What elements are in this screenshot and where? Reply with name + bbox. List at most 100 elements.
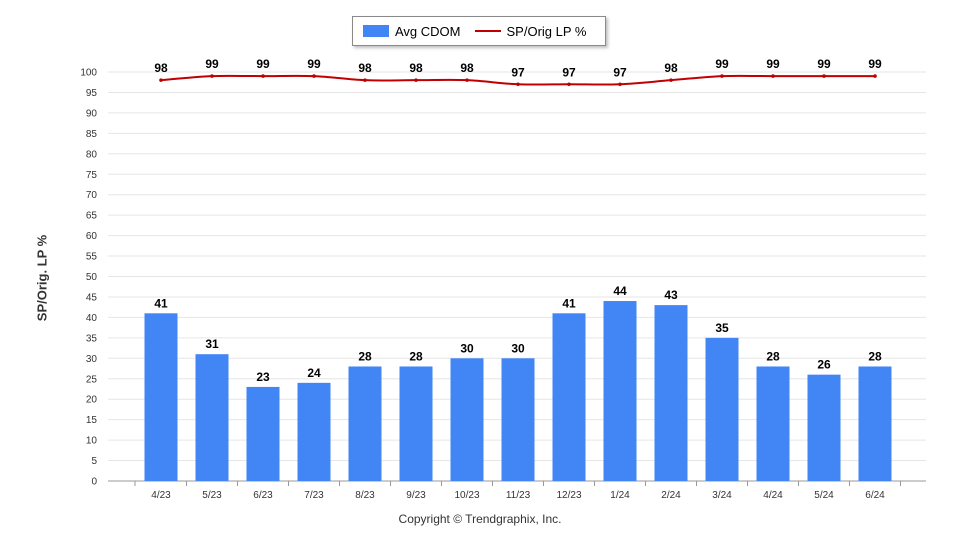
legend-line-swatch — [474, 30, 501, 32]
line-point — [516, 82, 520, 87]
bar-value-label: 31 — [205, 337, 219, 351]
bar-value-label: 28 — [766, 349, 780, 363]
x-tick-label: 6/23 — [253, 490, 273, 501]
y-tick-label: 35 — [86, 333, 98, 344]
bar-value-label: 24 — [307, 366, 321, 380]
bar-value-label: 30 — [460, 341, 474, 355]
line-value-label: 97 — [511, 65, 525, 79]
line-value-label: 98 — [409, 61, 423, 75]
y-tick-label: 25 — [86, 374, 98, 385]
x-tick-label: 5/23 — [202, 490, 222, 501]
bar — [807, 374, 841, 481]
bar — [654, 305, 688, 481]
x-tick-label: 2/24 — [661, 490, 681, 501]
line-value-label: 97 — [562, 65, 576, 79]
x-tick-label: 4/23 — [151, 490, 171, 501]
y-tick-label: 60 — [86, 231, 98, 242]
line-point — [312, 74, 316, 78]
x-tick-label: 6/24 — [865, 490, 885, 501]
y-tick-label: 70 — [86, 190, 98, 201]
legend: Avg CDOM SP/Orig LP % — [352, 16, 606, 46]
line-value-label: 97 — [613, 65, 627, 79]
legend-label-avg-cdom: Avg CDOM — [395, 23, 461, 39]
x-tick-label: 5/24 — [814, 490, 834, 501]
line-point — [669, 78, 673, 82]
line-value-label: 99 — [868, 57, 882, 71]
line-value-label: 99 — [205, 57, 219, 71]
line-point — [720, 74, 724, 78]
y-tick-label: 30 — [86, 354, 98, 365]
y-tick-label: 85 — [86, 129, 98, 140]
line-value-label: 99 — [256, 57, 270, 71]
line-point — [414, 78, 418, 82]
x-tick-label: 9/23 — [406, 490, 426, 501]
bar-value-label: 35 — [715, 321, 729, 335]
line-value-label: 98 — [460, 61, 474, 75]
x-tick-label: 4/24 — [763, 490, 783, 501]
y-tick-label: 10 — [86, 436, 98, 447]
bar-value-label: 28 — [868, 349, 882, 363]
bar — [144, 313, 178, 481]
bar — [246, 386, 280, 481]
line-point — [159, 78, 163, 82]
x-tick-label: 12/23 — [556, 490, 581, 501]
bar — [705, 337, 739, 481]
y-tick-label: 5 — [91, 456, 97, 467]
bar-value-label: 41 — [154, 296, 168, 310]
bar — [297, 382, 331, 481]
y-tick-label: 50 — [86, 272, 98, 283]
copyright-text: Copyright © Trendgraphix, Inc. — [398, 512, 562, 526]
line-value-label: 99 — [817, 57, 831, 71]
x-tick-label: 11/23 — [506, 490, 531, 501]
bar — [195, 354, 229, 481]
bar — [756, 366, 790, 481]
line-value-label: 99 — [307, 57, 321, 71]
legend-bar-swatch — [363, 25, 389, 37]
x-tick-label: 8/23 — [355, 490, 375, 501]
line-point — [771, 74, 775, 78]
bar-value-label: 26 — [817, 358, 831, 372]
line-point — [618, 82, 622, 87]
bar-value-label: 43 — [664, 288, 678, 302]
y-tick-label: 0 — [91, 477, 97, 488]
line-point — [822, 74, 826, 78]
bar — [450, 358, 484, 481]
bar — [501, 358, 535, 481]
y-tick-label: 65 — [86, 211, 98, 222]
x-tick-label: 10/23 — [454, 490, 479, 501]
y-tick-label: 90 — [86, 108, 98, 119]
y-tick-label: 45 — [86, 292, 98, 303]
line-point — [567, 82, 571, 87]
bar-value-label: 23 — [256, 370, 270, 384]
y-tick-label: 20 — [86, 395, 98, 406]
line-value-label: 98 — [664, 61, 678, 75]
line-value-label: 98 — [358, 61, 372, 75]
bar — [348, 366, 382, 481]
y-tick-label: 100 — [80, 68, 97, 79]
x-tick-label: 7/23 — [304, 490, 324, 501]
y-tick-label: 55 — [86, 252, 98, 263]
legend-item-sp-orig: SP/Orig LP % — [461, 23, 587, 39]
bar — [399, 366, 433, 481]
legend-label-sp-orig: SP/Orig LP % — [506, 23, 587, 39]
line-value-label: 99 — [766, 57, 780, 71]
bar-value-label: 28 — [409, 349, 423, 363]
y-tick-label: 80 — [86, 149, 98, 160]
y-tick-label: 95 — [86, 88, 98, 99]
line-point — [210, 74, 214, 78]
line-value-label: 99 — [715, 57, 729, 71]
legend-item-avg-cdom: Avg CDOM — [353, 24, 461, 39]
bar-value-label: 44 — [613, 284, 627, 298]
y-tick-label: 75 — [86, 170, 98, 181]
y-tick-label: 40 — [86, 313, 98, 324]
bar — [552, 313, 586, 481]
bar-value-label: 30 — [511, 341, 525, 355]
bar-value-label: 41 — [562, 296, 576, 310]
line-point — [363, 78, 367, 82]
y-tick-label: 15 — [86, 415, 98, 426]
line-value-label: 98 — [154, 61, 168, 75]
line-point — [261, 74, 265, 78]
bar — [603, 301, 637, 481]
